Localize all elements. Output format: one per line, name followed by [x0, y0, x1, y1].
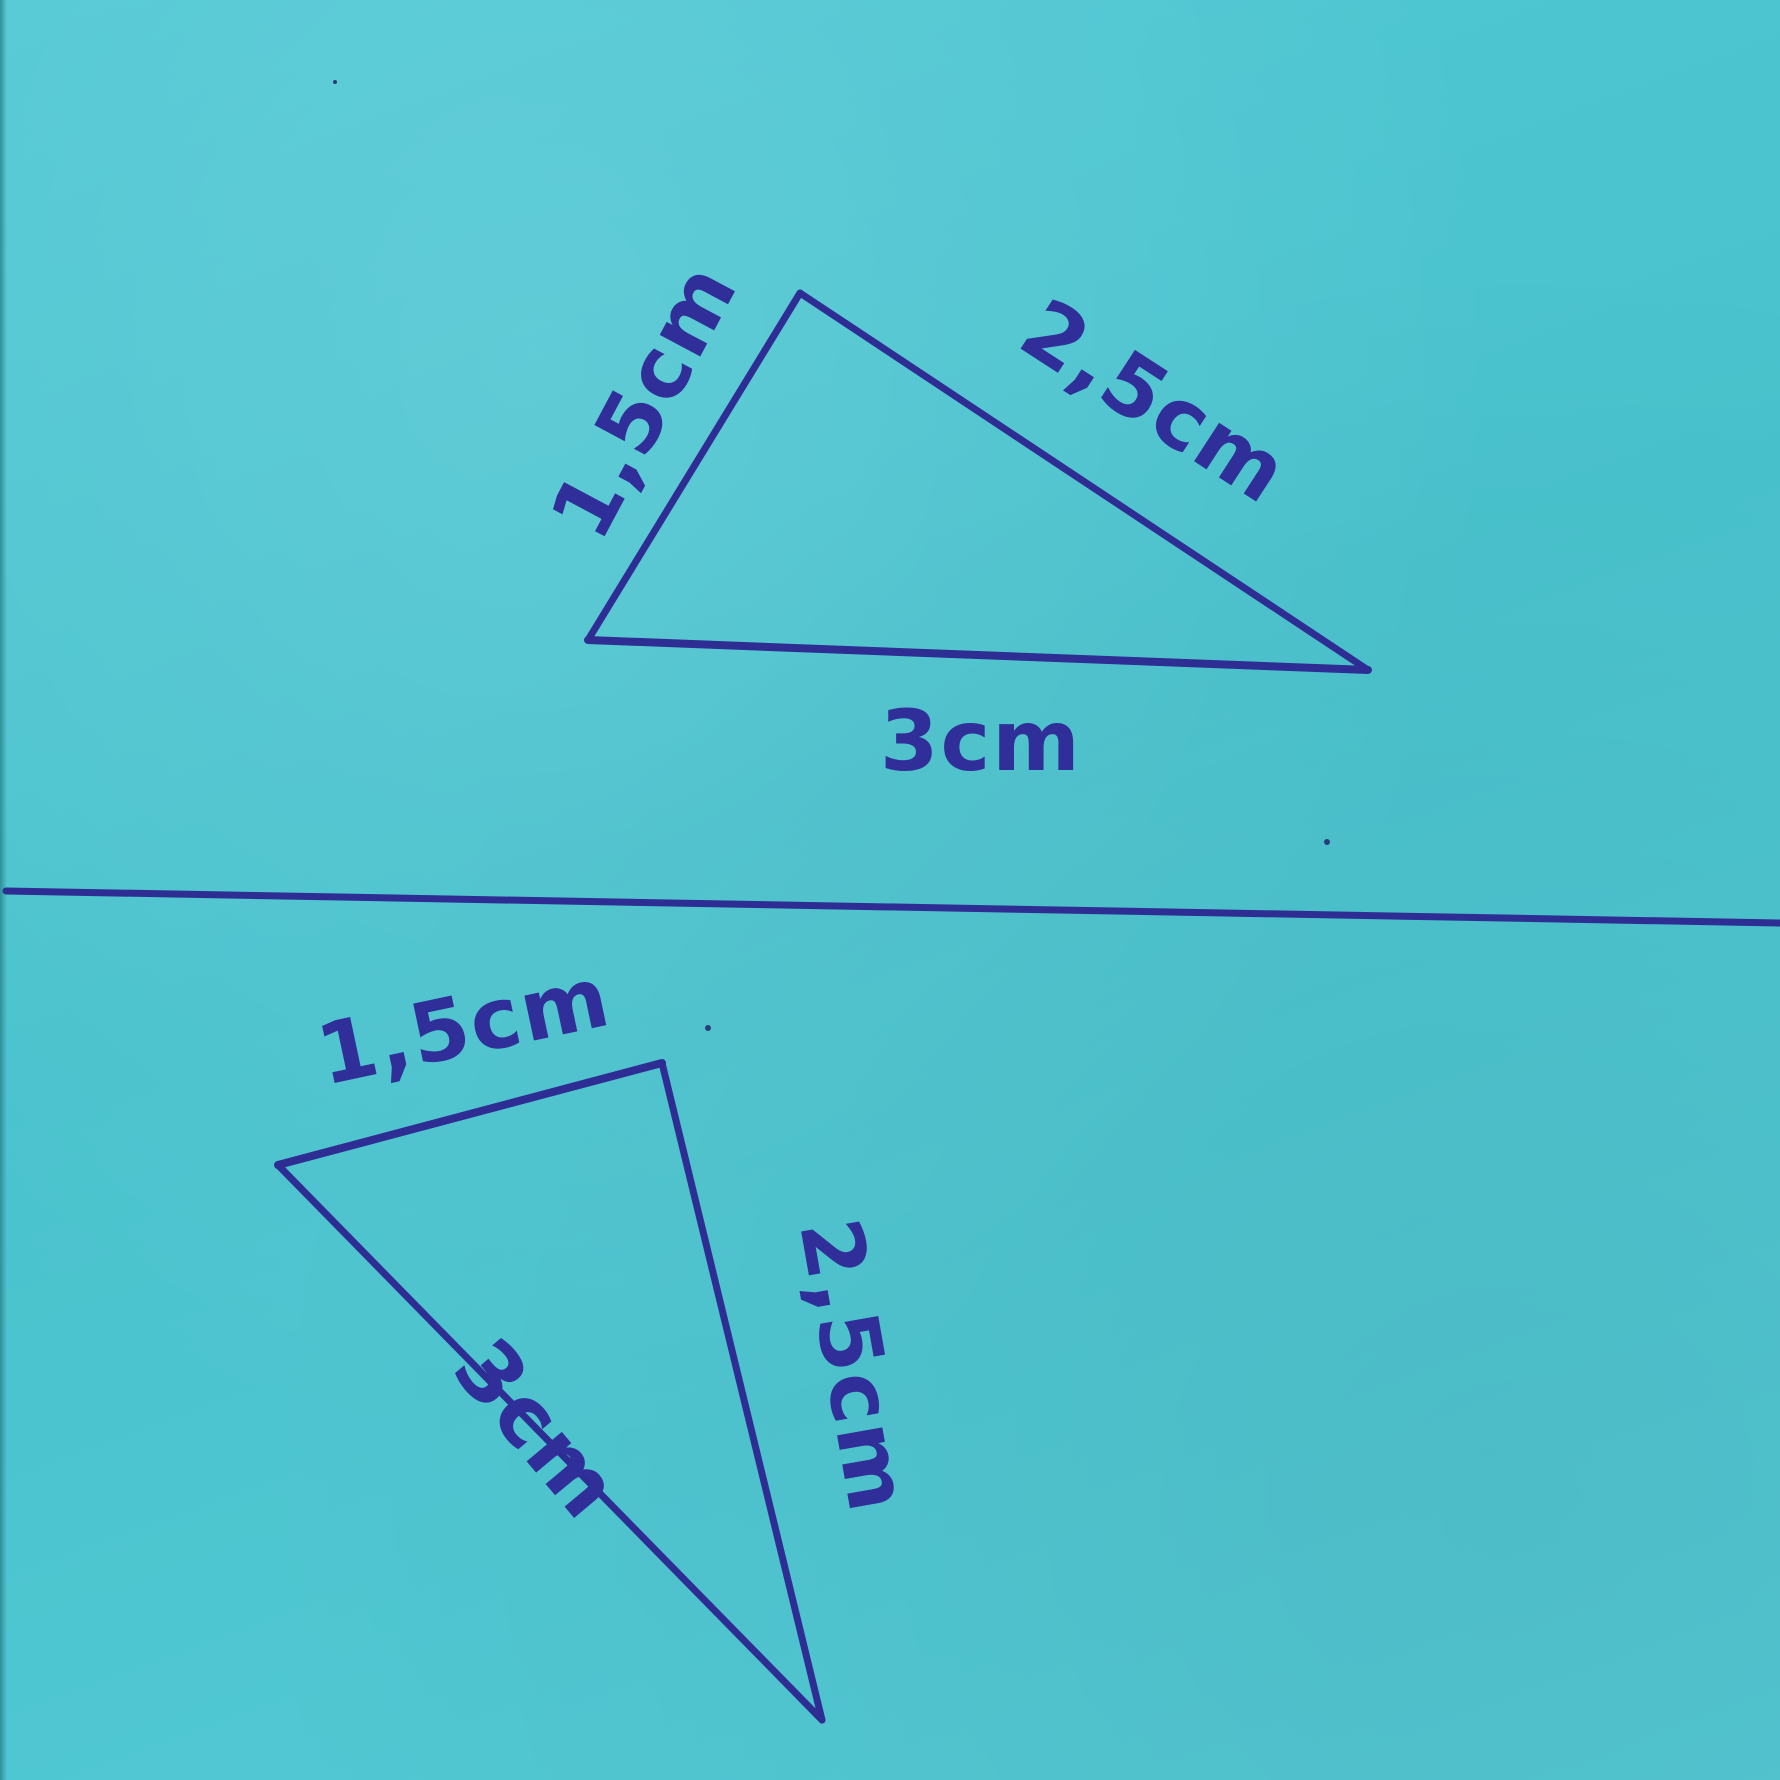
bottom-triangle-side-top: [274, 1059, 666, 1169]
bottom-triangle-side-left: [274, 1161, 826, 1724]
top-triangle-label-bottom: 3cm: [880, 692, 1082, 790]
ink-speck: [1324, 839, 1330, 845]
top-triangle-side-left: [584, 289, 804, 644]
top-triangle-label-left: 1,5cm: [531, 247, 757, 554]
bottom-triangle-label-top: 1,5cm: [309, 947, 619, 1104]
top-triangle-side-right: [796, 289, 1372, 674]
bottom-triangle-side-right: [658, 1059, 826, 1724]
ink-speck: [333, 80, 337, 84]
top-triangle: 1,5cm 2,5cm 3cm: [531, 247, 1372, 790]
divider-line: [2, 887, 1780, 927]
top-triangle-side-bottom: [584, 636, 1372, 674]
bottom-triangle: 1,5cm 2,5cm 3cm: [274, 947, 928, 1724]
ink-speck: [705, 1025, 711, 1031]
top-triangle-label-right: 2,5cm: [1004, 280, 1306, 523]
bottom-triangle-label-right: 2,5cm: [780, 1211, 928, 1520]
